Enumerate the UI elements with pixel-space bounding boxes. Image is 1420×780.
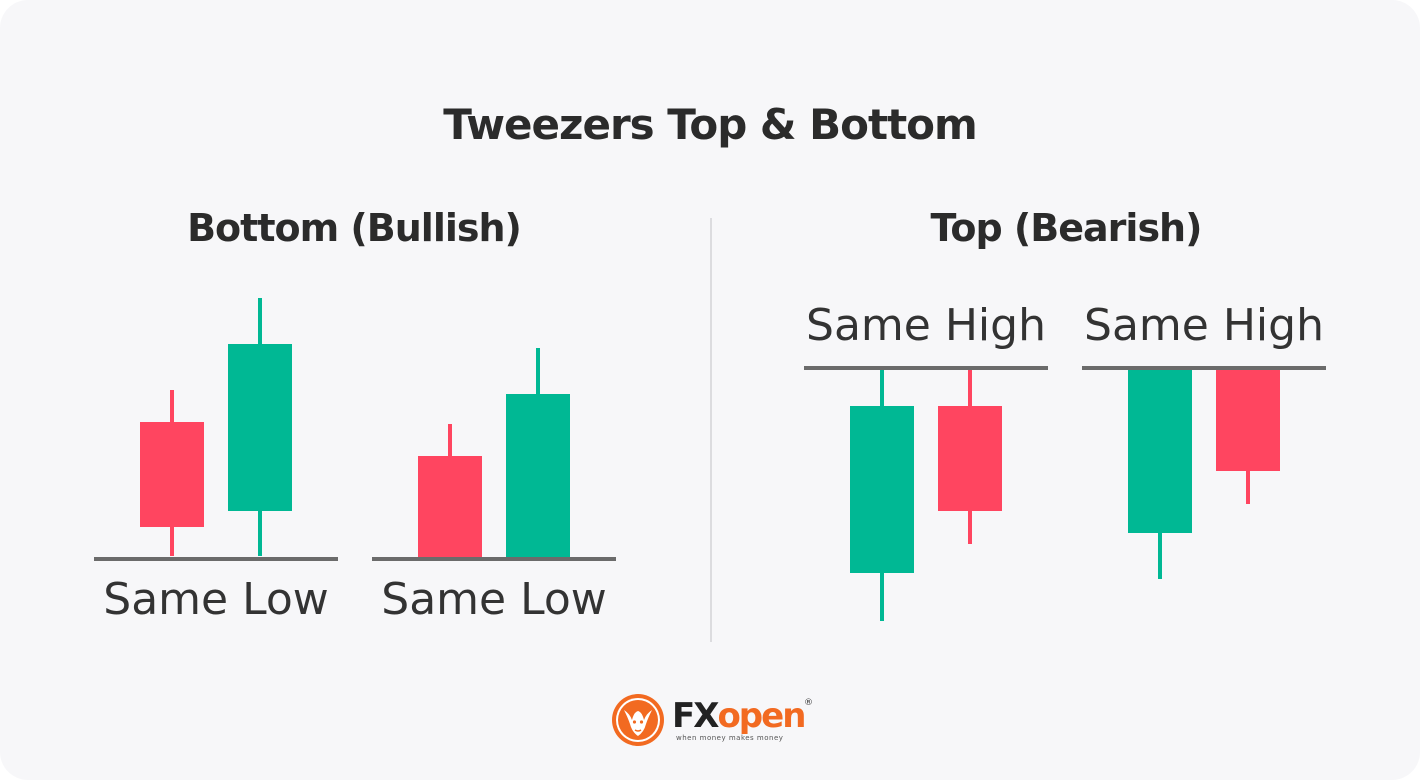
same-high-label: Same High <box>804 300 1048 351</box>
brand-fx: FX <box>672 696 717 736</box>
bullish-candle-body <box>228 344 292 511</box>
bullish-candle-body <box>1128 370 1192 533</box>
same-low-label: Same Low <box>94 574 338 625</box>
page-title: Tweezers Top & Bottom <box>0 100 1420 149</box>
same-low-label: Same Low <box>372 574 616 625</box>
bearish-candle-body <box>140 422 204 527</box>
brand-tagline: when money makes money <box>676 734 783 742</box>
bullish-candle-body <box>506 394 570 557</box>
bearish-candle-body <box>418 456 482 557</box>
registered-mark: ® <box>804 698 813 708</box>
same-low-line <box>372 557 616 561</box>
bullish-candle-body <box>850 406 914 573</box>
bottom-section-heading: Bottom (Bullish) <box>154 206 554 250</box>
same-high-line <box>1082 366 1326 370</box>
top-section-heading: Top (Bearish) <box>866 206 1266 250</box>
bearish-candle-body <box>1216 370 1280 471</box>
fxopen-logo: FXopen ® when money makes money <box>610 690 820 750</box>
brand-wordmark: FXopen <box>672 696 804 736</box>
same-low-line <box>94 557 338 561</box>
brand-open: open <box>717 696 804 736</box>
bull-icon <box>610 692 666 748</box>
same-high-label: Same High <box>1082 300 1326 351</box>
section-divider <box>710 218 712 642</box>
bearish-candle-body <box>938 406 1002 511</box>
same-high-line <box>804 366 1048 370</box>
